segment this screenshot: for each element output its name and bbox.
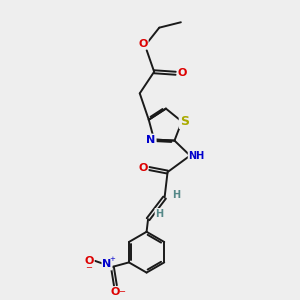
Text: O: O — [138, 39, 148, 49]
Text: +: + — [109, 256, 115, 262]
Text: S: S — [180, 115, 189, 128]
Text: N: N — [146, 134, 156, 145]
Text: H: H — [155, 209, 164, 219]
Text: NH: NH — [189, 151, 205, 160]
Text: N: N — [102, 260, 112, 269]
Text: O: O — [111, 287, 120, 297]
Text: −: − — [118, 288, 125, 297]
Text: H: H — [172, 190, 180, 200]
Text: O: O — [84, 256, 94, 266]
Text: O: O — [138, 164, 148, 173]
Text: O: O — [178, 68, 187, 78]
Text: −: − — [85, 263, 92, 272]
